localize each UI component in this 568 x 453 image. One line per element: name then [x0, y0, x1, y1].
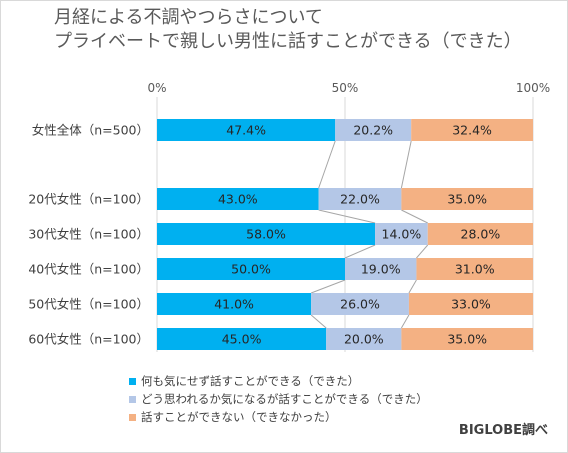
legend-swatch-2 [129, 395, 136, 403]
series-line [401, 209, 428, 224]
category-label: 20代女性（n=100） [28, 192, 149, 207]
legend-item-3: 話すことができない（できなかった） [129, 408, 428, 426]
legend-label-2: どう思われるか気になるが話すことができる（できた） [141, 392, 428, 406]
data-label: 22.0% [340, 192, 380, 207]
bar-segment [427, 223, 533, 245]
category-label: 50代女性（n=100） [28, 297, 149, 312]
x-tick-label: 50% [332, 81, 359, 95]
data-label: 20.0% [344, 332, 384, 347]
bar-segment [318, 188, 402, 210]
data-label: 19.0% [361, 262, 401, 277]
data-label: 50.0% [231, 262, 271, 277]
data-label: 45.0% [222, 332, 262, 347]
data-label: 31.0% [455, 262, 495, 277]
data-label: 41.0% [214, 297, 254, 312]
data-label: 26.0% [340, 297, 380, 312]
bar-segment [345, 258, 417, 280]
bar-segment [411, 119, 533, 141]
series-line [310, 314, 327, 329]
series-line [400, 314, 410, 329]
source-note: BIGLOBE調べ [458, 423, 548, 438]
x-tick-label: 100% [516, 81, 550, 95]
data-label: 20.2% [353, 123, 393, 138]
legend-item-1: 何も気にせず話すことができる（できた） [129, 372, 428, 390]
category-label: 女性全体（n=500） [32, 123, 149, 138]
data-label: 33.0% [451, 297, 491, 312]
bar-segment [157, 328, 327, 350]
data-label: 32.4% [452, 123, 492, 138]
x-tick-label: 0% [147, 81, 166, 95]
series-line [318, 140, 336, 189]
series-line [310, 279, 346, 294]
bar-segment [157, 258, 345, 280]
bar-segment [375, 223, 428, 245]
bar-segment [157, 293, 312, 315]
bar-segment [157, 223, 376, 245]
bar-segment [157, 188, 319, 210]
title-line-1: 月経による不調やつらさについて [54, 7, 323, 28]
data-label: 28.0% [461, 227, 501, 242]
series-line [416, 244, 429, 259]
bar-segment [401, 328, 533, 350]
data-label: 43.0% [218, 192, 258, 207]
bar-segment [408, 293, 533, 315]
bar-segment [401, 188, 533, 210]
data-label: 47.4% [226, 123, 266, 138]
legend: 何も気にせず話すことができる（できた） どう思われるか気になるが話すことができる… [129, 372, 428, 426]
series-line [408, 279, 417, 294]
legend-item-2: どう思われるか気になるが話すことができる（できた） [129, 390, 428, 408]
chart-title: 月経による不調やつらさについて プライベートで親しい男性に話すことができる（でき… [54, 6, 522, 54]
category-label: 40代女性（n=100） [28, 262, 149, 277]
legend-swatch-1 [129, 377, 136, 385]
bar-segment [157, 119, 336, 141]
legend-swatch-3 [129, 413, 136, 421]
data-label: 58.0% [246, 227, 286, 242]
series-line [400, 140, 412, 189]
data-label: 35.0% [447, 332, 487, 347]
series-line [318, 209, 376, 224]
legend-label-3: 話すことができない（できなかった） [141, 410, 337, 424]
category-label: 60代女性（n=100） [28, 332, 149, 347]
bar-segment [326, 328, 402, 350]
bar-segment [335, 119, 412, 141]
data-label: 35.0% [447, 192, 487, 207]
bar-segment [416, 258, 533, 280]
bar-segment [311, 293, 409, 315]
title-line-2: プライベートで親しい男性に話すことができる（できた） [54, 31, 522, 52]
series-line [344, 244, 376, 259]
data-label: 14.0% [382, 227, 422, 242]
legend-label-1: 何も気にせず話すことができる（できた） [141, 374, 360, 388]
category-label: 30代女性（n=100） [28, 227, 149, 242]
